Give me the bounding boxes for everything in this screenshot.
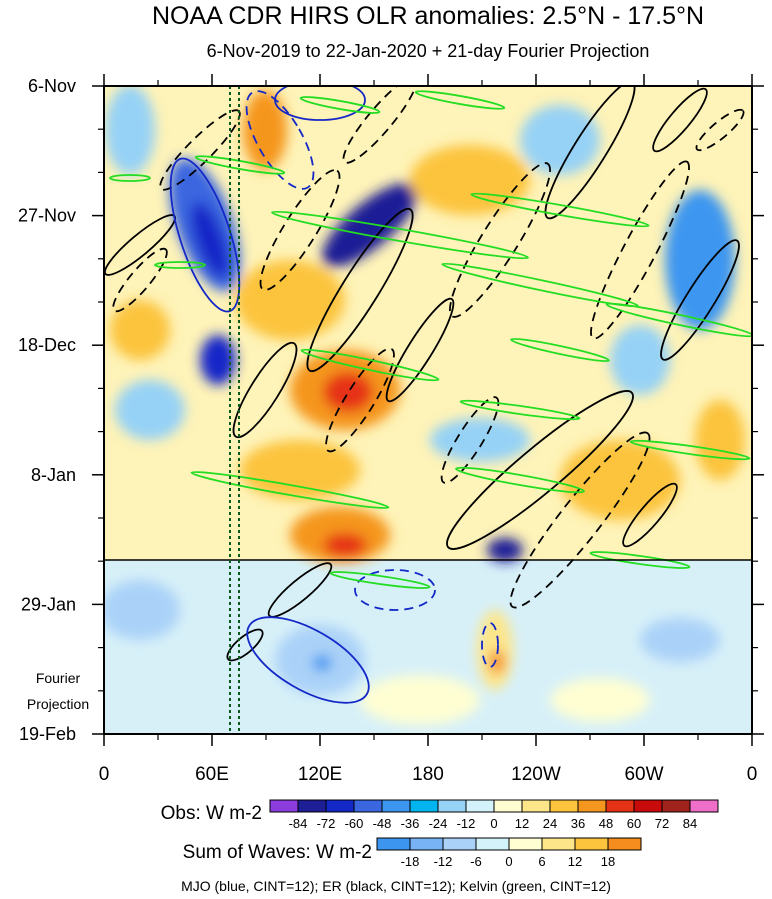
colorbar-swatch: [410, 838, 443, 850]
anomaly-blob: [235, 260, 345, 340]
colorbar-level: 48: [599, 816, 613, 831]
colorbar-level: 6: [538, 854, 545, 869]
colorbar-level: -60: [345, 816, 364, 831]
colorbar-level: 60: [627, 816, 641, 831]
contour-legend: MJO (blue, CINT=12); ER (black, CINT=12)…: [181, 878, 611, 894]
colorbar-level: 0: [490, 816, 497, 831]
colorbar-swatch: [298, 800, 326, 812]
colorbar-swatch: [377, 838, 410, 850]
anomaly-blob: [410, 145, 530, 215]
y-tick-label: 19-Feb: [19, 724, 76, 744]
projection-label-line1: Fourier: [36, 670, 81, 686]
plot-area: [99, 70, 754, 734]
x-tick-label: 0: [99, 764, 110, 785]
anomaly-blob: [115, 380, 185, 440]
colorbar-level: 24: [543, 816, 557, 831]
colorbar-swatch: [410, 800, 438, 812]
colorbar-level: 36: [571, 816, 585, 831]
anomaly-blob: [560, 440, 680, 520]
colorbar-swatch: [326, 800, 354, 812]
anomaly-blob: [520, 105, 600, 175]
y-tick-label: 18-Dec: [18, 335, 76, 355]
colorbar-level: -48: [373, 816, 392, 831]
projection-label-line2: Projection: [27, 696, 89, 712]
anomaly-blob: [200, 335, 236, 385]
colorbar-level: 12: [515, 816, 529, 831]
y-tick-label: 29-Jan: [21, 594, 76, 614]
anomaly-blob: [100, 580, 180, 640]
colorbar-swatch: [550, 800, 578, 812]
colorbar-swatch: [606, 800, 634, 812]
colorbar-level: 12: [568, 854, 582, 869]
colorbar-swatch: [542, 838, 575, 850]
y-tick-label: 6-Nov: [28, 76, 76, 96]
anomaly-blob: [312, 655, 332, 671]
anomaly-blob: [430, 418, 530, 462]
x-tick-label: 120W: [511, 764, 561, 785]
obs-colorbar-label: Obs: W m-2: [161, 803, 262, 824]
chart-title: NOAA CDR HIRS OLR anomalies: 2.5°N - 17.…: [152, 2, 704, 30]
colorbar-level: -18: [401, 854, 420, 869]
anomaly-blob: [550, 678, 650, 722]
colorbar-swatch: [270, 800, 298, 812]
x-tick-label: 0: [747, 764, 758, 785]
anomaly-blob: [610, 325, 670, 395]
waves-colorbar: -18 -12 -6 0 6 12 18: [377, 838, 641, 869]
colorbar-swatch: [466, 800, 494, 812]
colorbar-swatch: [494, 800, 522, 812]
anomaly-blob: [477, 610, 513, 690]
anomaly-blob: [323, 372, 373, 412]
colorbar-level: 0: [505, 854, 512, 869]
colorbar-swatch: [382, 800, 410, 812]
x-tick-label: 60E: [195, 764, 229, 785]
colorbar-swatch: [354, 800, 382, 812]
x-tick-label: 180: [412, 764, 444, 785]
colorbar-swatch: [438, 800, 466, 812]
anomaly-blob: [695, 400, 745, 480]
colorbar-level: -12: [457, 816, 476, 831]
anomaly-blob: [105, 85, 155, 175]
colorbar-level: 84: [683, 816, 697, 831]
colorbar-swatch: [575, 838, 608, 850]
hovmoller-figure: NOAA CDR HIRS OLR anomalies: 2.5°N - 17.…: [0, 0, 772, 899]
colorbar-swatch: [443, 838, 476, 850]
anomaly-blob: [487, 538, 523, 562]
chart-subtitle: 6-Nov-2019 to 22-Jan-2020 + 21-day Fouri…: [207, 41, 650, 61]
y-tick-label: 27-Nov: [18, 206, 76, 226]
colorbar-swatch: [662, 800, 690, 812]
colorbar-level: -6: [470, 854, 482, 869]
colorbar-level: -36: [401, 816, 420, 831]
obs-colorbar: -84 -72 -60 -48 -36 -24 -12 0 12 24 36 48 60 72 84: [270, 800, 718, 831]
colorbar-swatch: [509, 838, 542, 850]
colorbar-swatch: [522, 800, 550, 812]
colorbar-swatch: [608, 838, 641, 850]
anomaly-blob: [323, 533, 367, 557]
anomaly-blob: [110, 300, 170, 360]
anomaly-blob: [360, 675, 480, 725]
colorbar-swatch: [578, 800, 606, 812]
colorbar-swatch: [476, 838, 509, 850]
anomaly-blob: [243, 90, 287, 170]
colorbar-level: -72: [317, 816, 336, 831]
anomaly-blob: [240, 440, 360, 500]
waves-colorbar-label: Sum of Waves: W m-2: [183, 842, 372, 863]
colorbar-level: -84: [289, 816, 308, 831]
colorbar-level: 72: [655, 816, 669, 831]
colorbar-level: -12: [434, 854, 453, 869]
colorbar-swatch: [690, 800, 718, 812]
anomaly-blob: [640, 618, 720, 662]
colorbar-level: -24: [429, 816, 448, 831]
x-tick-label: 60W: [624, 764, 663, 785]
y-tick-label: 8-Jan: [31, 465, 76, 485]
colorbar-level: 18: [601, 854, 615, 869]
colorbar-swatch: [634, 800, 662, 812]
x-tick-label: 120E: [298, 764, 342, 785]
